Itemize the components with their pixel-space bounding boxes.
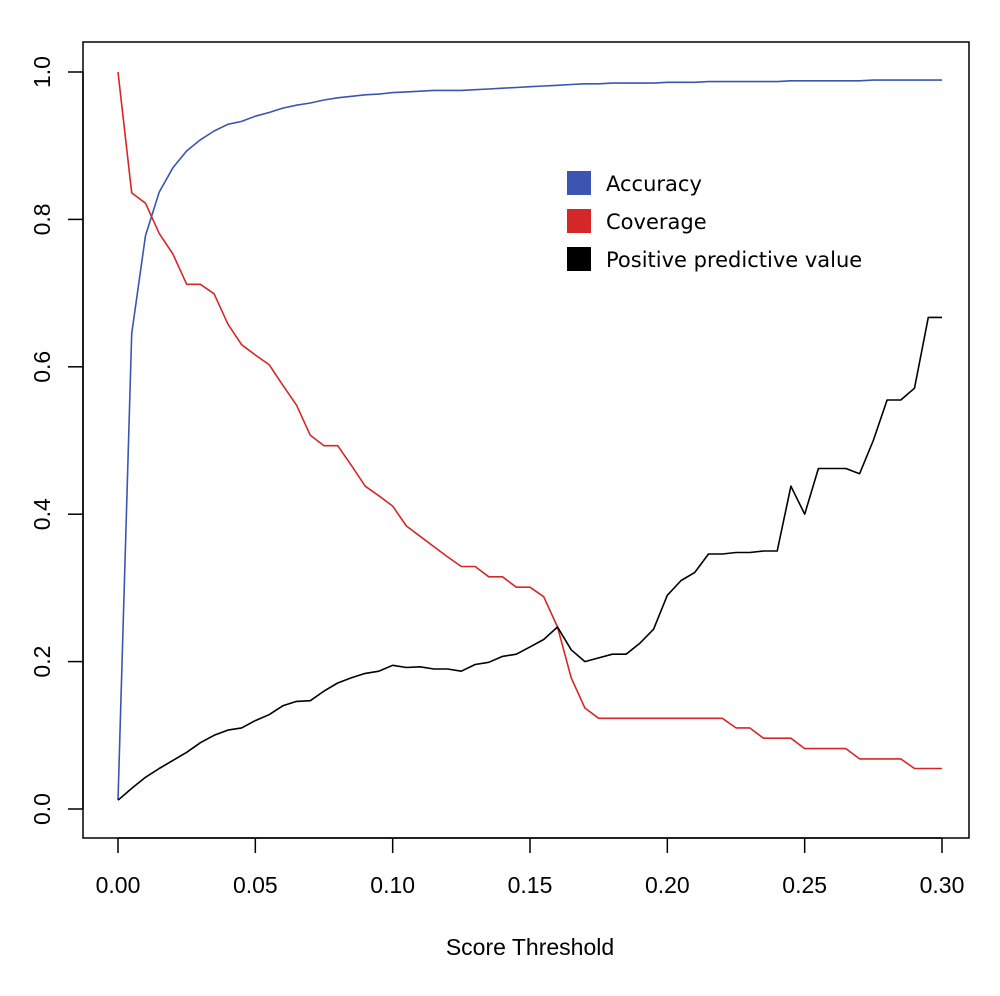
y-tick-label: 1.0 [29, 56, 55, 88]
x-axis: 0.00 0.05 0.10 0.15 0.20 0.25 0.30 [96, 837, 965, 898]
plot-frame [82, 41, 970, 839]
series-line-accuracy [117, 79, 942, 801]
series-line-coverage [117, 71, 942, 770]
y-tick-label: 0.2 [29, 646, 55, 678]
y-tick-label: 0.6 [29, 351, 55, 383]
y-tick-label: 0.0 [29, 793, 55, 825]
legend-label-positive-predictive-value: Positive predictive value [606, 248, 862, 272]
legend-swatch-coverage [567, 209, 591, 233]
y-tick-label: 0.4 [29, 498, 55, 530]
legend-swatch-positive-predictive-value [567, 247, 591, 271]
x-tick-label: 0.10 [370, 872, 415, 898]
x-tick-label: 0.20 [645, 872, 690, 898]
x-tick-label: 0.30 [920, 872, 965, 898]
legend-swatch-accuracy [567, 171, 591, 195]
series-layer [117, 71, 942, 801]
x-tick-label: 0.15 [508, 872, 553, 898]
x-tick-label: 0.05 [233, 872, 278, 898]
y-tick-label: 0.8 [29, 203, 55, 235]
x-axis-title: Score Threshold [446, 934, 614, 960]
y-axis: 0.0 0.2 0.4 0.6 0.8 1.0 [29, 56, 84, 825]
series-line-positive-predictive-value [117, 316, 942, 801]
legend: Accuracy Coverage Positive predictive valu… [567, 171, 862, 272]
legend-label-accuracy: Accuracy [606, 172, 702, 196]
x-tick-label: 0.00 [96, 872, 141, 898]
x-tick-label: 0.25 [782, 872, 827, 898]
legend-label-coverage: Coverage [606, 210, 707, 234]
